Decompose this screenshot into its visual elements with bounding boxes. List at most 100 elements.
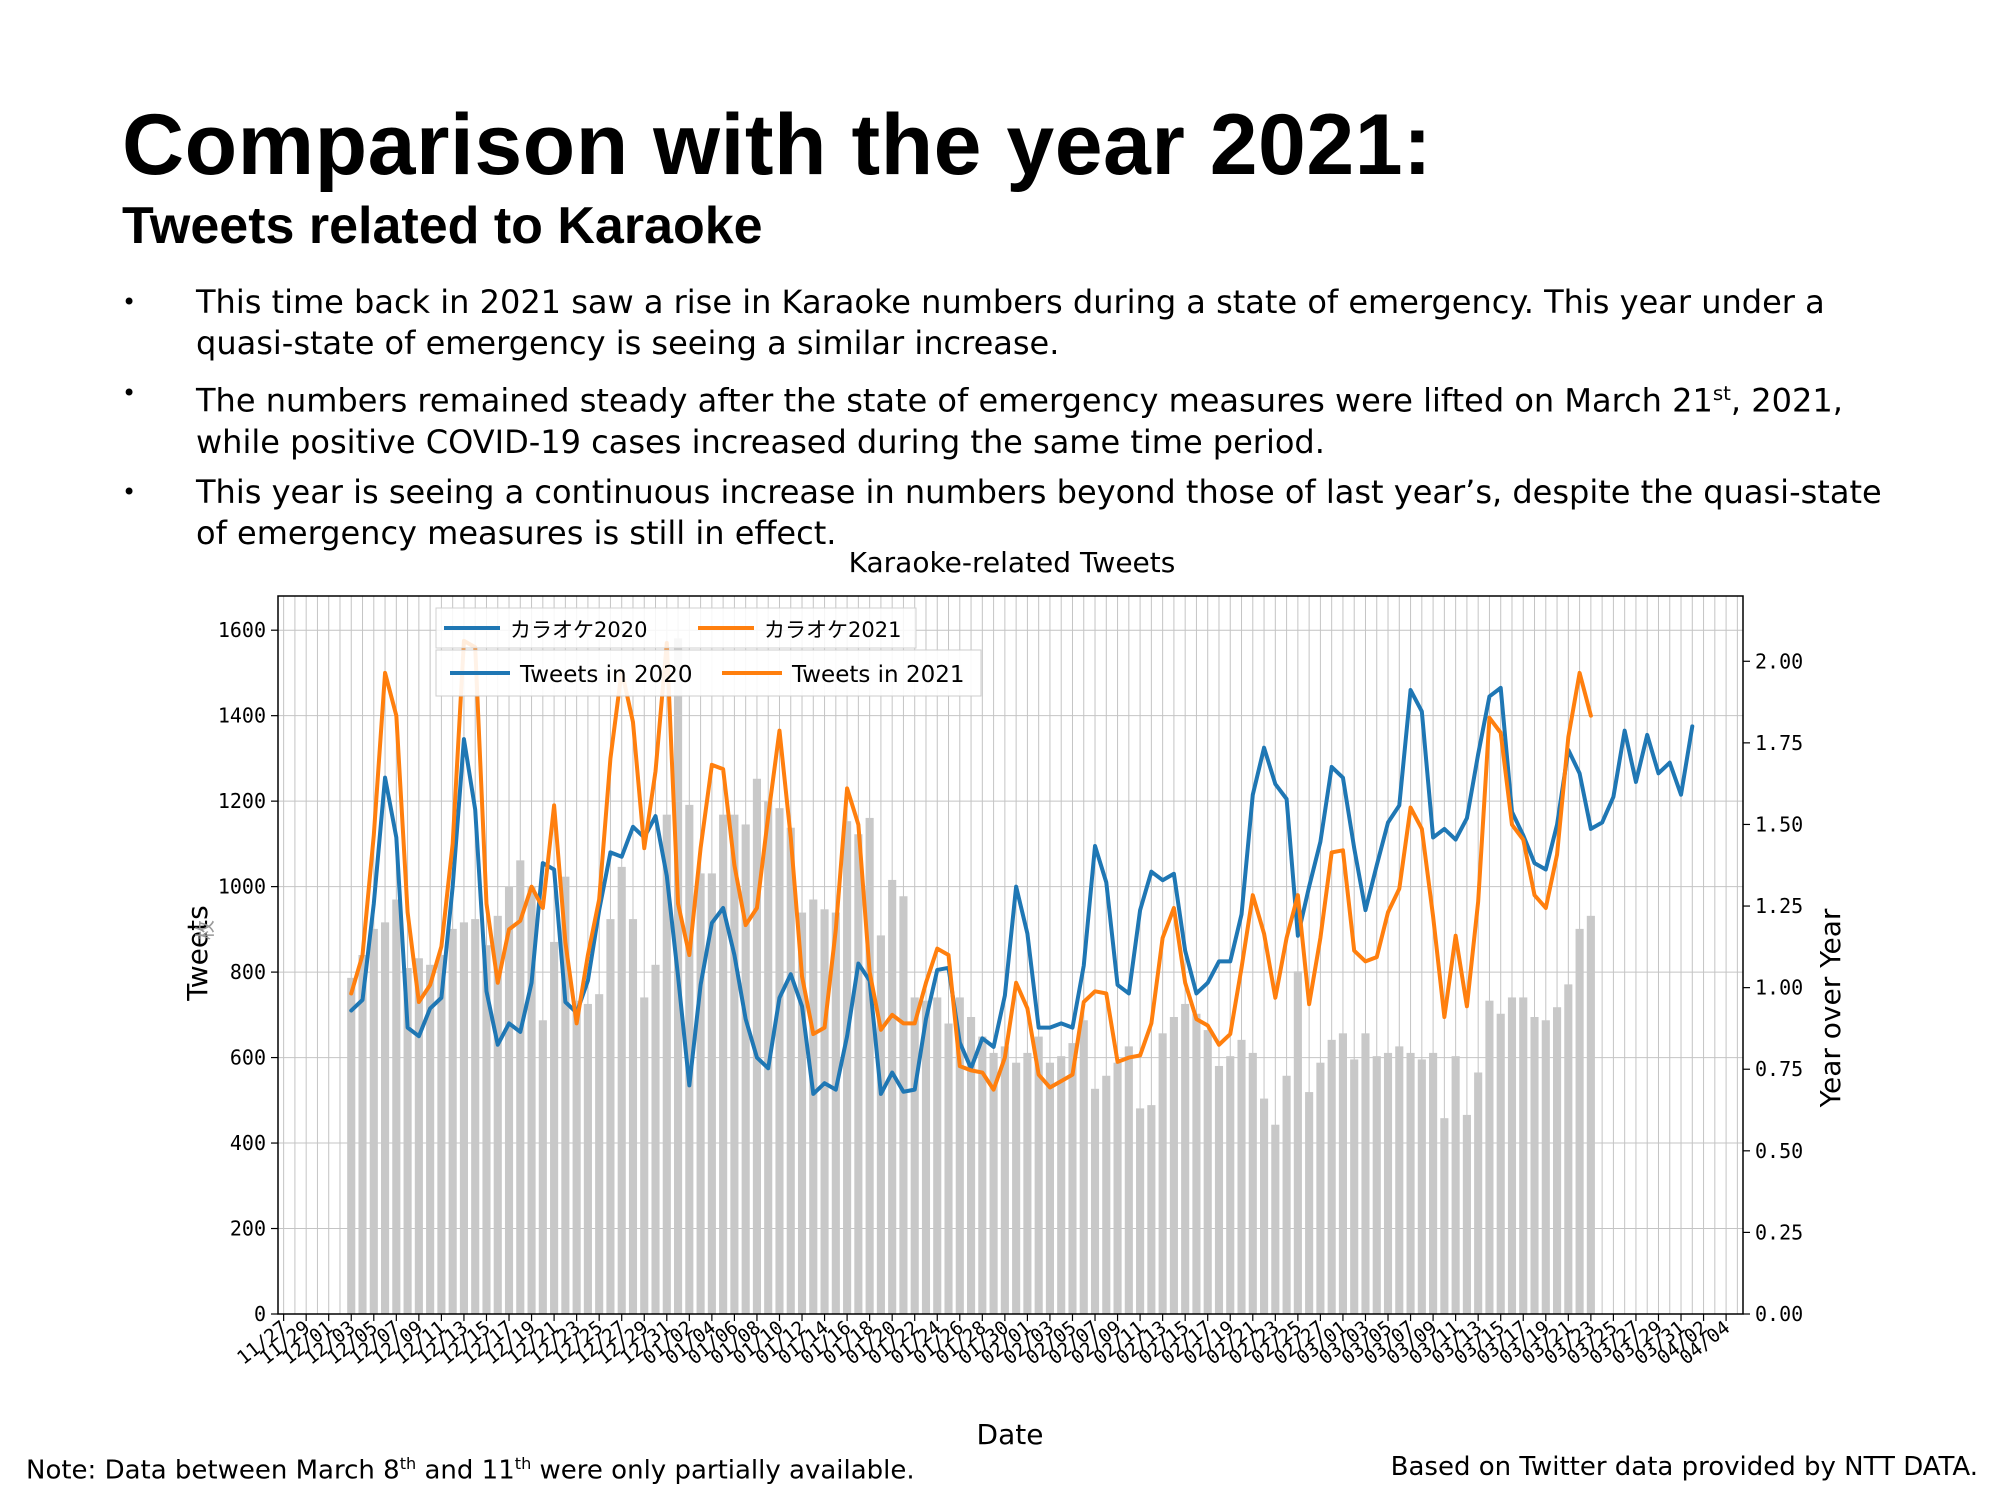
yoy-bar: [978, 1036, 987, 1314]
yoy-bar: [865, 817, 874, 1314]
legend-japanese: カラオケ2020 カラオケ2021: [435, 607, 917, 649]
yoy-bar: [1327, 1039, 1336, 1314]
yoy-bar: [1553, 1007, 1562, 1314]
yoy-bar: [854, 834, 863, 1314]
yoy-bar: [1068, 1043, 1077, 1314]
bullet-list: • This time back in 2021 saw a rise in K…: [122, 282, 1922, 563]
yoy-bar: [1541, 1020, 1550, 1314]
yoy-bar: [685, 804, 694, 1314]
y2-tick-label: 2.00: [1755, 649, 1803, 673]
yoy-bar: [414, 958, 423, 1314]
yoy-bar: [696, 873, 705, 1314]
yoy-bar: [381, 922, 390, 1314]
y-axis-label-faded: 枚: [193, 920, 217, 940]
yoy-bar: [1440, 1118, 1449, 1314]
bullet-item: • This year is seeing a continuous incre…: [122, 472, 1922, 554]
yoy-bar: [876, 935, 885, 1314]
yoy-bar: [1564, 984, 1573, 1314]
yoy-bar: [921, 1000, 931, 1314]
yoy-bar: [651, 964, 660, 1314]
yoy-bar: [1012, 1062, 1021, 1314]
yoy-bar-layer: [347, 638, 1595, 1314]
bullet-symbol: •: [122, 288, 137, 316]
yoy-bar: [967, 1017, 976, 1314]
yoy-bar: [403, 968, 412, 1314]
y2-axis-label: Year over Year: [1814, 908, 1847, 1108]
bullet-text: This year is seeing a continuous increas…: [196, 472, 1882, 552]
yoy-bar: [595, 994, 604, 1314]
x-axis-label: Date: [977, 1418, 1044, 1448]
yoy-bar: [1136, 1108, 1145, 1314]
y-tick-label: 400: [230, 1131, 266, 1155]
yoy-bar: [1271, 1124, 1280, 1314]
page-subtitle: Tweets related to Karaoke: [122, 197, 763, 255]
yoy-bar: [809, 899, 818, 1314]
yoy-bar: [775, 808, 784, 1314]
yoy-bar: [1147, 1105, 1156, 1314]
legend: Tweets in 2020 Tweets in 2021: [435, 649, 982, 697]
yoy-bar: [471, 919, 480, 1314]
y2-tick-label: 1.25: [1755, 894, 1803, 918]
yoy-bar: [437, 955, 446, 1314]
yoy-bar: [1406, 1052, 1415, 1314]
y-tick-label: 1000: [218, 875, 266, 899]
yoy-bar: [1485, 1000, 1494, 1314]
yoy-bar: [1113, 1062, 1122, 1314]
y2-tick-label: 0.75: [1755, 1057, 1803, 1081]
series-line-layer: [349, 638, 1695, 1096]
yoy-bar: [583, 1003, 592, 1314]
yoy-bar: [1102, 1075, 1111, 1314]
yoy-bar: [1417, 1059, 1426, 1314]
yoy-bar: [843, 821, 852, 1314]
footnote: Note: Data between March 8th and 11th we…: [26, 1454, 915, 1486]
legend-japanese-box: [435, 607, 917, 649]
yoy-bar: [1383, 1052, 1393, 1314]
yoy-bar: [719, 814, 728, 1314]
yoy-bar: [1034, 1036, 1043, 1314]
legend-japanese-label-2020: カラオケ2020: [510, 618, 647, 642]
yoy-bar: [1316, 1062, 1325, 1314]
footnote-text: and 11: [416, 1455, 515, 1486]
yoy-bar: [1305, 1092, 1314, 1314]
yoy-bar: [1192, 1013, 1201, 1314]
yoy-bar: [459, 922, 468, 1314]
yoy-bar: [1124, 1046, 1133, 1314]
yoy-bar: [358, 955, 367, 1314]
yoy-bar: [538, 1020, 547, 1314]
yoy-bar: [640, 997, 649, 1314]
bullet-text: The numbers remained steady after the st…: [196, 381, 1713, 420]
yoy-bar: [1293, 971, 1302, 1314]
legend-label-2020: Tweets in 2020: [519, 662, 692, 688]
yoy-bar: [707, 873, 716, 1314]
yoy-bar: [1395, 1046, 1404, 1314]
yoy-bar: [1496, 1013, 1505, 1314]
y-tick-label: 600: [230, 1046, 266, 1070]
yoy-bar: [1338, 1033, 1347, 1314]
yoy-bar: [369, 928, 378, 1314]
footnote-text: Note: Data between March 8: [26, 1455, 400, 1486]
yoy-bar: [1057, 1056, 1066, 1314]
yoy-bar: [1530, 1017, 1539, 1314]
yoy-bar: [1214, 1065, 1224, 1314]
yoy-bar: [527, 886, 536, 1314]
yoy-bar: [1519, 997, 1528, 1314]
bullet-item: • This time back in 2021 saw a rise in K…: [122, 282, 1922, 364]
yoy-bar: [1575, 928, 1584, 1314]
yoy-bar: [504, 886, 514, 1314]
yoy-bar: [392, 899, 401, 1314]
yoy-bar: [831, 912, 840, 1314]
yoy-bar: [910, 997, 919, 1314]
y-tick-label: 0: [254, 1302, 266, 1326]
y2-tick-label: 0.50: [1755, 1139, 1803, 1163]
bullet-text: This time back in 2021 saw a rise in Kar…: [196, 283, 1825, 362]
yoy-bar: [786, 827, 795, 1314]
yoy-bar: [1282, 1075, 1291, 1314]
yoy-bar: [347, 977, 356, 1314]
yoy-bar: [1000, 1046, 1009, 1314]
yoy-bar: [662, 814, 671, 1314]
yoy-bar: [1372, 1056, 1381, 1314]
footnote-sup: th: [514, 1454, 532, 1473]
yoy-bar: [561, 876, 570, 1314]
yoy-bar: [482, 945, 491, 1314]
legend-box: [435, 649, 982, 697]
